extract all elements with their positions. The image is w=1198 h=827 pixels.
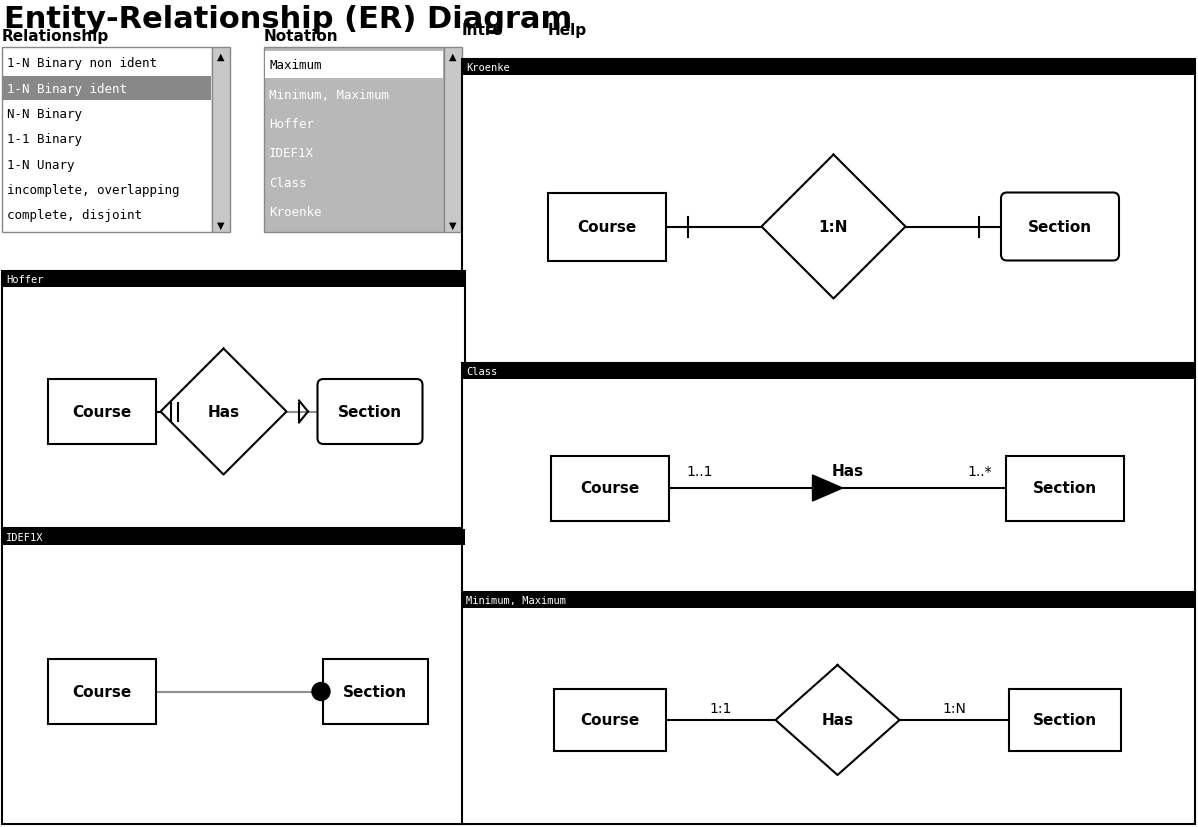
- Polygon shape: [161, 349, 286, 475]
- Text: 1-N Unary: 1-N Unary: [7, 158, 74, 171]
- Bar: [462, 592, 1194, 609]
- Text: Section: Section: [1033, 481, 1097, 496]
- Text: 1-N Binary ident: 1-N Binary ident: [7, 83, 127, 95]
- Bar: [462, 592, 1194, 824]
- Text: 1:1: 1:1: [709, 701, 732, 715]
- Bar: [2, 529, 465, 545]
- Polygon shape: [762, 155, 906, 299]
- Text: Has: Has: [831, 464, 864, 479]
- Text: Kroenke: Kroenke: [466, 63, 510, 73]
- Text: 1..*: 1..*: [968, 465, 992, 479]
- FancyBboxPatch shape: [1002, 194, 1119, 261]
- Polygon shape: [775, 665, 900, 775]
- Bar: [547, 194, 666, 261]
- FancyBboxPatch shape: [317, 380, 423, 444]
- Bar: [1009, 689, 1121, 751]
- Text: ▼: ▼: [449, 221, 456, 231]
- Text: complete, disjoint: complete, disjoint: [7, 209, 143, 222]
- Text: Class: Class: [466, 366, 497, 376]
- Bar: [551, 456, 668, 521]
- Bar: [462, 364, 1194, 380]
- Bar: [322, 659, 428, 724]
- Bar: [48, 659, 156, 724]
- Bar: [462, 364, 1194, 593]
- Text: incomplete, overlapping: incomplete, overlapping: [7, 184, 180, 197]
- Bar: [1006, 456, 1124, 521]
- Text: 1..1: 1..1: [686, 465, 713, 479]
- Text: 1:N: 1:N: [818, 220, 848, 235]
- Text: N-N Binary: N-N Binary: [7, 108, 81, 121]
- Text: Minimum, Maximum: Minimum, Maximum: [466, 595, 565, 605]
- Text: Help: Help: [547, 23, 587, 38]
- Bar: [462, 60, 1194, 76]
- Text: Hoffer: Hoffer: [6, 275, 43, 284]
- Text: Section: Section: [343, 684, 407, 699]
- Bar: [462, 60, 1194, 365]
- Text: Minimum, Maximum: Minimum, Maximum: [270, 88, 389, 102]
- Bar: [553, 689, 666, 751]
- Text: 1-N Binary non ident: 1-N Binary non ident: [7, 57, 157, 70]
- Text: Section: Section: [1028, 220, 1093, 235]
- Text: IDEF1X: IDEF1X: [6, 533, 43, 543]
- Bar: [2, 529, 465, 824]
- Text: Course: Course: [577, 220, 636, 235]
- Text: Kroenke: Kroenke: [270, 206, 321, 219]
- Text: IDEF1X: IDEF1X: [270, 147, 314, 160]
- Bar: [48, 380, 156, 444]
- Text: 1:N: 1:N: [943, 701, 967, 715]
- Text: ▼: ▼: [217, 221, 225, 231]
- Bar: [264, 48, 444, 232]
- Text: ▲: ▲: [217, 52, 225, 62]
- Text: 1-1 Binary: 1-1 Binary: [7, 133, 81, 146]
- Text: Maximum: Maximum: [270, 59, 321, 72]
- Bar: [265, 52, 443, 79]
- Text: ▲: ▲: [449, 52, 456, 62]
- Text: Entity-Relationship (ER) Diagram: Entity-Relationship (ER) Diagram: [4, 5, 573, 34]
- Text: Relationship: Relationship: [2, 29, 109, 44]
- Text: Section: Section: [338, 404, 403, 419]
- Text: Section: Section: [1033, 713, 1097, 728]
- Bar: [2, 48, 212, 232]
- Bar: [2, 272, 465, 528]
- Text: Class: Class: [270, 176, 307, 189]
- Polygon shape: [812, 476, 842, 501]
- Text: Course: Course: [580, 481, 640, 496]
- Circle shape: [311, 682, 329, 700]
- Text: Hoffer: Hoffer: [270, 117, 314, 131]
- Text: Course: Course: [72, 684, 132, 699]
- Bar: [4, 77, 211, 101]
- Text: Has: Has: [822, 713, 853, 728]
- Text: Notation: Notation: [264, 29, 339, 44]
- Bar: [212, 48, 230, 232]
- Bar: [2, 272, 465, 288]
- Text: Course: Course: [72, 404, 132, 419]
- Text: Intro: Intro: [462, 23, 503, 38]
- Text: Course: Course: [580, 713, 640, 728]
- Text: Has: Has: [207, 404, 240, 419]
- Bar: [444, 48, 462, 232]
